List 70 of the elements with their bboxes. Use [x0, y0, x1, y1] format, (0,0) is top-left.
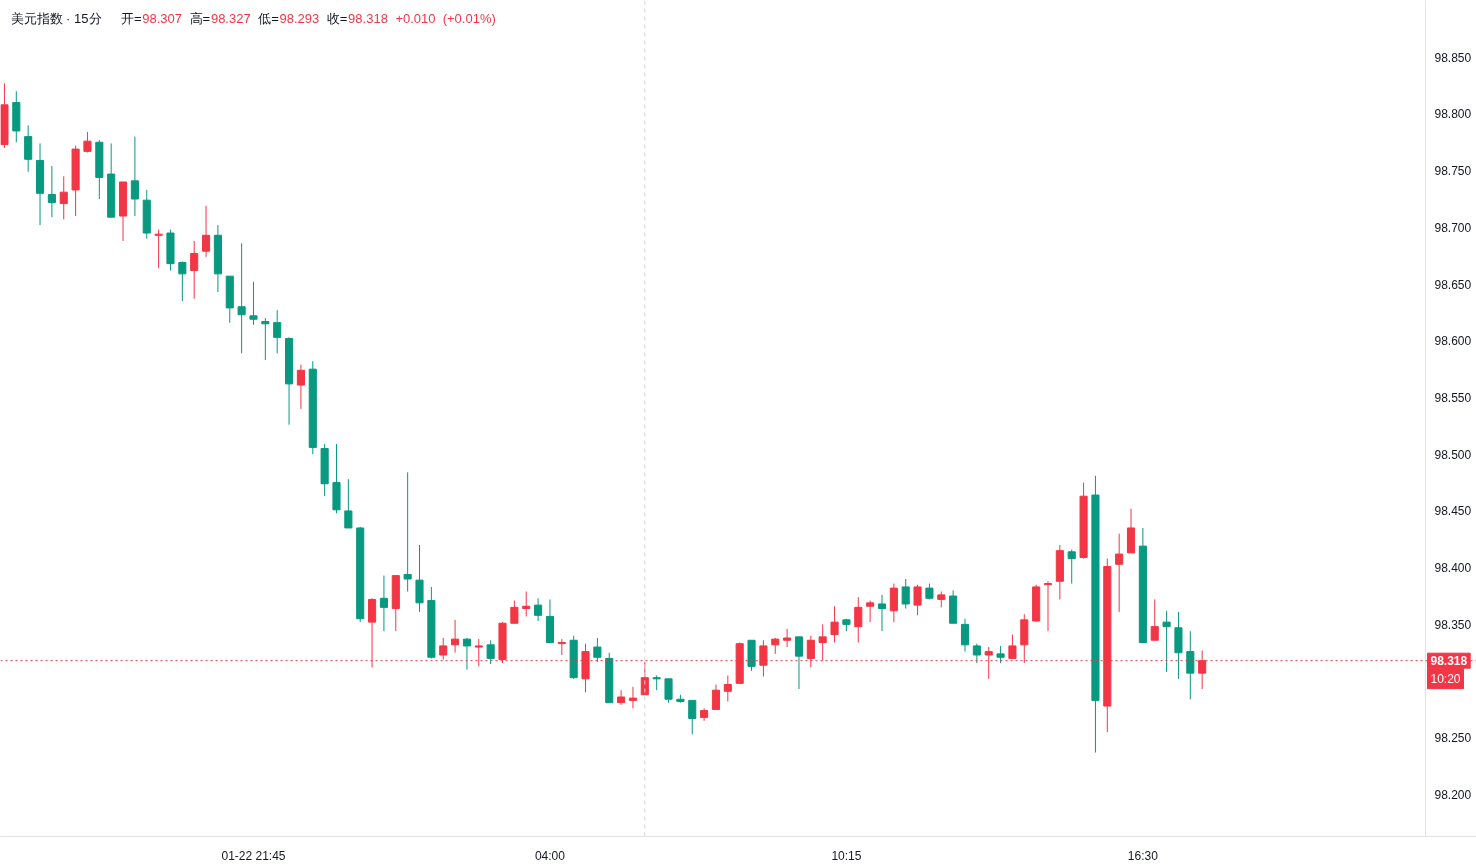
y-tick-label: 98.400 — [1434, 561, 1472, 576]
y-tick-label: 98.350 — [1434, 617, 1472, 632]
x-tick-label: 04:00 — [534, 848, 566, 863]
candlestick — [1186, 630, 1195, 700]
candlestick — [913, 584, 922, 616]
candlestick — [201, 205, 211, 258]
candlestick — [415, 544, 424, 613]
candlestick — [403, 471, 412, 592]
candlestick — [854, 596, 863, 644]
candlestick — [47, 165, 56, 218]
y-tick-label: 98.650 — [1434, 277, 1472, 292]
candlestick — [1150, 598, 1159, 641]
candlestick — [1067, 549, 1076, 585]
candlestick — [889, 583, 898, 623]
candlestick — [510, 600, 519, 624]
y-tick-label: 98.500 — [1434, 447, 1472, 462]
y-tick-label: 98.700 — [1434, 220, 1472, 235]
candlestick — [130, 136, 139, 217]
candlestick — [451, 619, 460, 654]
x-tick-label: 16:30 — [1127, 848, 1159, 863]
candlestick — [830, 605, 839, 644]
candlestick — [877, 594, 887, 632]
x-tick-label: 10:15 — [831, 848, 862, 863]
candlestick — [534, 597, 543, 622]
candlestick — [178, 260, 187, 302]
candlestick — [59, 175, 68, 220]
candlestick — [593, 637, 602, 663]
candlestick — [628, 686, 638, 709]
candlestick — [866, 600, 875, 623]
candlestick — [249, 281, 258, 326]
candlestick — [154, 229, 163, 269]
candlestick — [190, 240, 199, 300]
candlestick — [522, 590, 531, 617]
text: 美元指数 · 15分 — [10, 11, 102, 26]
ref-line-label: 98.318 — [1430, 654, 1468, 669]
candlestick — [794, 636, 804, 690]
candlestick — [617, 689, 626, 706]
candlestick — [237, 242, 246, 354]
candlestick — [783, 628, 792, 648]
candlestick — [462, 637, 471, 671]
candlestick — [1115, 533, 1124, 613]
candlestick — [261, 317, 270, 361]
candlestick — [664, 678, 673, 704]
y-tick-label: 98.850 — [1434, 50, 1472, 65]
y-tick-label: 98.450 — [1434, 504, 1472, 519]
candlestick — [344, 478, 353, 529]
y-tick-label: 98.200 — [1434, 788, 1472, 803]
x-tick-label: 01-22 21:45 — [221, 848, 286, 863]
candlestick — [1043, 580, 1053, 632]
candlestick — [439, 637, 448, 661]
annotation: 10:20 — [1430, 671, 1461, 686]
candlestick — [24, 124, 33, 173]
candlestick — [83, 131, 92, 153]
text: 开=98.307 高=98.327 低=98.293 收=98.318 +0.010 (+0.01%) — [121, 11, 496, 26]
candlestick — [379, 575, 388, 632]
candlestick — [296, 364, 305, 410]
candlestick — [723, 674, 732, 703]
candlestick — [486, 639, 495, 665]
candlestick — [960, 618, 970, 653]
candlestick — [711, 684, 721, 710]
y-tick-label: 98.750 — [1434, 164, 1472, 179]
candlestick — [901, 578, 910, 609]
y-tick-label: 98.600 — [1434, 334, 1472, 349]
y-tick-label: 98.800 — [1434, 107, 1472, 122]
y-tick-label: 98.250 — [1434, 731, 1472, 746]
y-tick-label: 98.550 — [1434, 391, 1472, 406]
candlestick — [1162, 610, 1171, 673]
candlestick — [688, 699, 697, 735]
candlestick — [972, 643, 981, 664]
candlestick — [273, 309, 282, 354]
